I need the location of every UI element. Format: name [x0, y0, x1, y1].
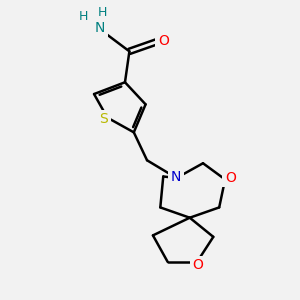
Text: N: N [95, 21, 105, 35]
Text: O: O [192, 258, 203, 272]
Text: N: N [171, 170, 181, 184]
Text: H: H [79, 10, 88, 22]
Text: O: O [158, 34, 169, 48]
Text: O: O [225, 171, 236, 185]
Text: H: H [98, 6, 108, 19]
Text: S: S [99, 112, 108, 126]
